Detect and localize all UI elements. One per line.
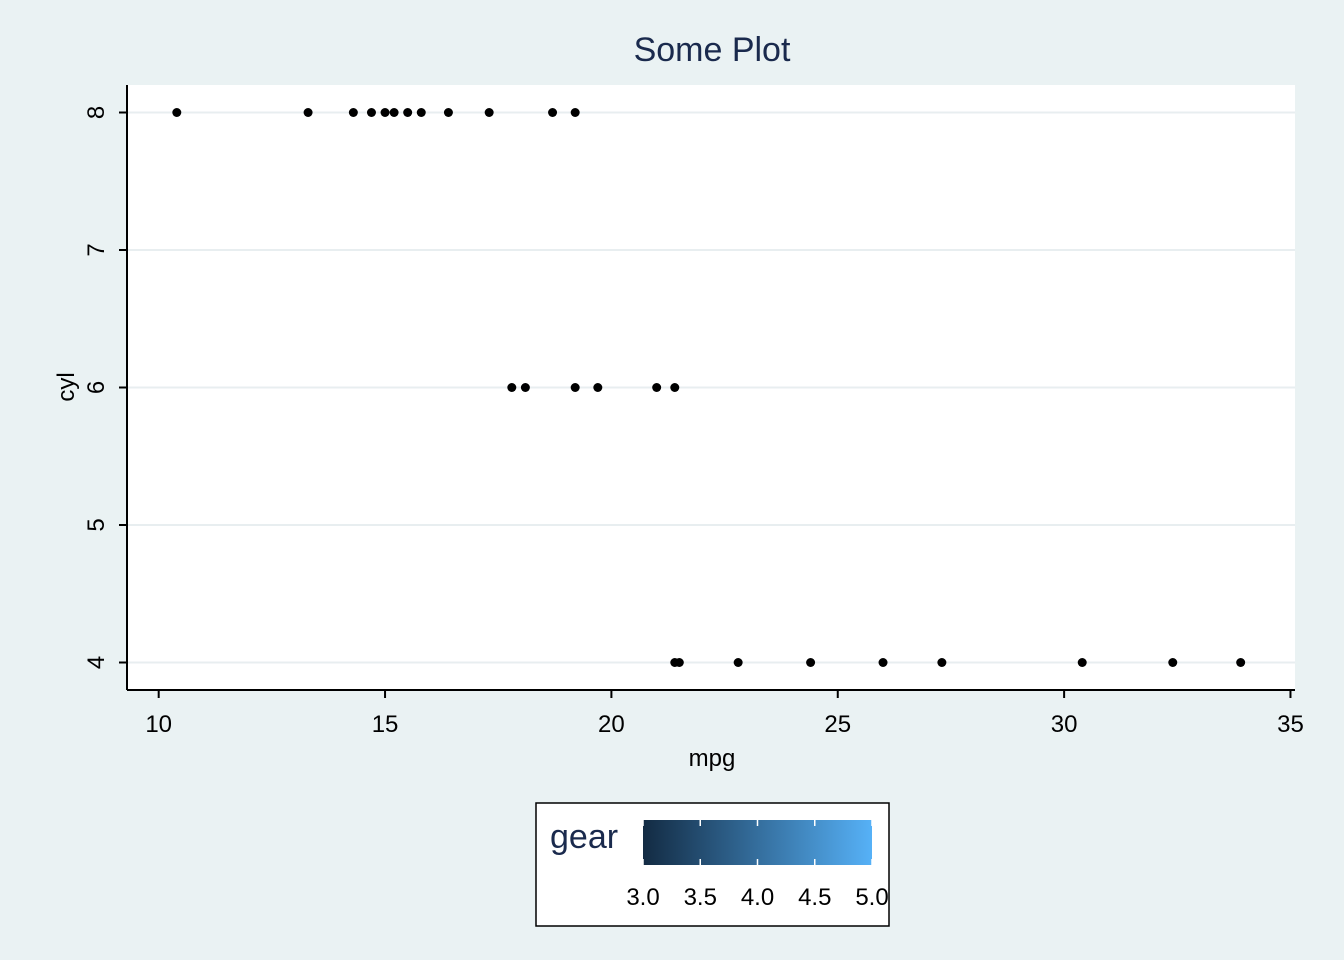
data-point — [443, 108, 453, 117]
legend: gear 3.0 3.5 4.0 4.5 5.0 — [535, 802, 890, 927]
data-point — [380, 108, 390, 117]
legend-ticks: 3.0 3.5 4.0 4.5 5.0 — [626, 820, 889, 911]
data-point — [416, 108, 426, 117]
data-point — [806, 658, 816, 667]
data-point — [520, 383, 530, 392]
data-point — [507, 383, 517, 392]
x-tick-label: 10 — [145, 711, 172, 738]
data-point — [484, 108, 494, 117]
data-point — [548, 108, 558, 117]
data-point — [670, 383, 680, 392]
y-tick-label: 7 — [83, 243, 110, 256]
y-tick-label: 4 — [83, 656, 110, 669]
data-point — [937, 658, 947, 667]
x-axis-ticks: 10 15 20 25 30 35 — [145, 690, 1304, 738]
data-point — [403, 108, 413, 117]
data-points — [172, 108, 1246, 667]
y-axis-ticks: 4 5 6 7 8 — [83, 106, 127, 669]
data-point — [1236, 658, 1246, 667]
legend-label: 5.0 — [855, 884, 888, 911]
legend-label: 4.5 — [798, 884, 831, 911]
y-tick-label: 6 — [83, 381, 110, 394]
x-tick-label: 30 — [1051, 711, 1078, 738]
legend-colorbar — [643, 820, 872, 865]
data-point — [652, 383, 662, 392]
data-point — [570, 108, 580, 117]
y-tick-label: 8 — [83, 106, 110, 119]
data-point — [674, 658, 684, 667]
data-point — [1077, 658, 1087, 667]
y-tick-label: 5 — [83, 518, 110, 531]
chart-title: Some Plot — [634, 31, 791, 69]
data-point — [1168, 658, 1178, 667]
y-axis-label: cyl — [53, 372, 80, 401]
data-point — [570, 383, 580, 392]
x-tick-label: 15 — [372, 711, 399, 738]
x-tick-label: 35 — [1277, 711, 1304, 738]
data-point — [172, 108, 182, 117]
legend-label: 4.0 — [741, 884, 774, 911]
x-axis-label: mpg — [689, 745, 736, 772]
x-tick-label: 20 — [598, 711, 625, 738]
data-point — [303, 108, 313, 117]
data-point — [366, 108, 376, 117]
gridlines — [127, 111, 1295, 664]
data-point — [389, 108, 399, 117]
x-tick-label: 25 — [824, 711, 851, 738]
data-point — [733, 658, 743, 667]
data-point — [348, 108, 358, 117]
legend-label: 3.0 — [626, 884, 659, 911]
data-point — [593, 383, 603, 392]
data-point — [878, 658, 888, 667]
legend-title: gear — [550, 818, 618, 856]
legend-label: 3.5 — [684, 884, 717, 911]
